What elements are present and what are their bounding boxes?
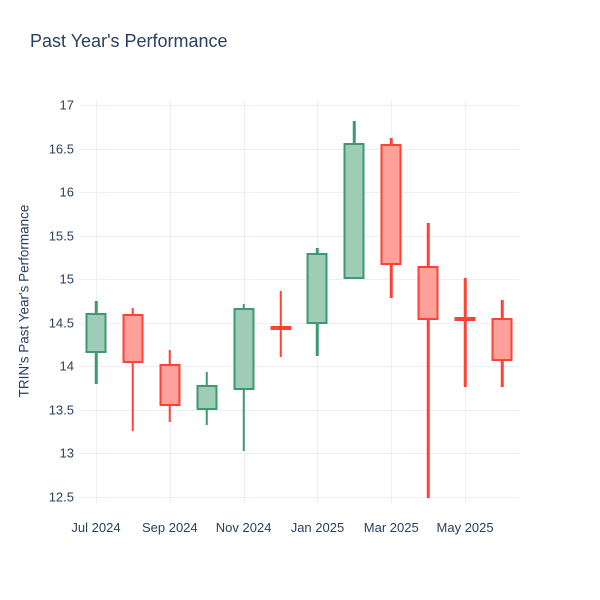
y-axis-title: TRIN's Past Year's Performance <box>16 204 32 398</box>
y-gridline <box>79 105 519 107</box>
y-tick-label: 17 <box>59 97 74 113</box>
y-gridline <box>79 235 519 237</box>
candle-body[interactable] <box>233 308 255 390</box>
y-tick-label: 14 <box>59 358 74 374</box>
candle-body[interactable] <box>159 363 181 407</box>
candle-body[interactable] <box>380 144 402 266</box>
chart-title: Past Year's Performance <box>30 31 228 51</box>
plot-area[interactable] <box>79 100 519 503</box>
x-tick-label: Jan 2025 <box>290 520 345 535</box>
y-gridline <box>79 496 519 498</box>
y-tick-label: 15.5 <box>48 228 74 244</box>
y-gridline <box>79 148 519 150</box>
x-tick-label: Jul 2024 <box>71 520 121 535</box>
y-tick-label: 12.5 <box>48 489 74 505</box>
x-tick-label: May 2025 <box>436 520 494 535</box>
y-gridline <box>79 192 519 194</box>
y-tick-label: 13.5 <box>48 402 74 418</box>
y-gridline <box>79 366 519 368</box>
y-gridline <box>79 453 519 455</box>
y-tick-label: 15 <box>59 271 74 287</box>
y-gridline <box>79 409 519 411</box>
candle-body[interactable] <box>417 266 439 321</box>
y-tick-label: 13 <box>59 445 74 461</box>
x-gridline <box>169 100 171 503</box>
candle-body[interactable] <box>85 313 107 354</box>
y-tick-label: 16.5 <box>48 141 74 157</box>
candle-body[interactable] <box>122 314 144 363</box>
x-tick-label: Sep 2024 <box>141 520 198 535</box>
candle-body[interactable] <box>343 142 365 280</box>
candle-wick <box>279 290 282 357</box>
candle-body[interactable] <box>454 316 476 321</box>
candle-wick <box>131 308 135 431</box>
candle-body[interactable] <box>270 326 292 331</box>
y-gridline <box>79 279 519 281</box>
candle-body[interactable] <box>491 317 513 362</box>
y-gridline <box>79 322 519 324</box>
y-tick-label: 14.5 <box>48 315 74 331</box>
y-tick-label: 16 <box>59 184 74 200</box>
candle-body[interactable] <box>196 385 218 410</box>
x-tick-label: Mar 2025 <box>363 520 419 535</box>
candle-wick <box>426 222 430 498</box>
candle-body[interactable] <box>306 253 328 324</box>
x-gridline <box>391 100 393 503</box>
x-gridline <box>243 100 245 503</box>
x-tick-label: Nov 2024 <box>215 520 272 535</box>
candle-wick <box>463 277 467 388</box>
